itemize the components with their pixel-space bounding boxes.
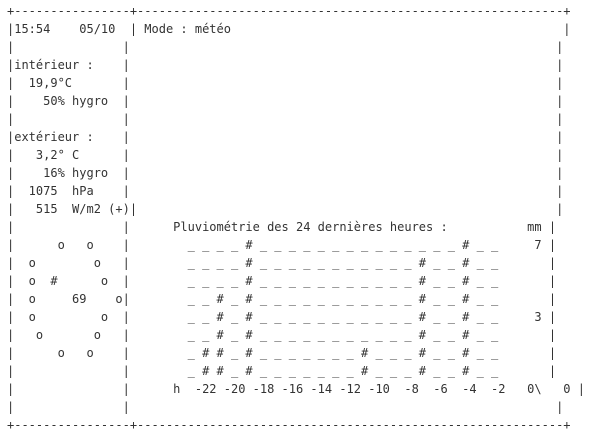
blank-line: | | | (7, 112, 564, 126)
blank-line: | | | (7, 400, 564, 414)
outdoor-humidity-line: | 16% hygro | | (7, 166, 564, 180)
rain-chart-row: | o # o | _ _ _ _ # _ _ _ _ _ _ _ _ _ _ … (7, 274, 557, 288)
irradiance-line: | 515 W/m2 (+)| | (7, 202, 564, 216)
rain-chart-row: | o o | _ _ # _ # _ _ _ _ _ _ _ _ _ _ _ … (7, 328, 557, 342)
indoor-humidity-line: | 50% hygro | | (7, 94, 564, 108)
rain-chart-row: | o o | _ _ _ _ # _ _ _ _ _ _ _ _ _ _ _ … (7, 238, 557, 252)
indoor-heading-line: |intérieur : | | (7, 58, 564, 72)
rain-chart-row: | o o | _ _ # _ # _ _ _ _ _ _ _ _ _ _ _ … (7, 310, 557, 324)
rain-chart-row: | o 69 o| _ _ # _ # _ _ _ _ _ _ _ _ _ _ … (7, 292, 557, 306)
indoor-temperature-line: | 19,9°C | | (7, 76, 564, 90)
rain-chart-row: | o o | _ _ _ _ # _ _ _ _ _ _ _ _ _ _ _ … (7, 256, 557, 270)
time-date-mode-line: |15:54 05/10 | Mode : météo | (7, 22, 571, 36)
outdoor-heading-line: |extérieur : | | (7, 130, 564, 144)
pressure-line: | 1075 hPa | | (7, 184, 564, 198)
rain-chart-axis-line: | | h -22 -20 -18 -16 -14 -12 -10 -8 -6 … (7, 382, 585, 396)
rain-chart-row: | o o | _ # # _ # _ _ _ _ _ _ _ # _ _ _ … (7, 346, 557, 360)
outdoor-temperature-line: | 3,2° C | | (7, 148, 564, 162)
blank-line: | | | (7, 40, 564, 54)
rain-chart-row: | | _ # # _ # _ _ _ _ _ _ _ # _ _ _ # _ … (7, 364, 557, 378)
rain-chart-title-line: | | Pluviométrie des 24 dernières heures… (7, 220, 557, 234)
ascii-display: +----------------+----------------------… (7, 2, 589, 434)
frame-bottom-border: +----------------+----------------------… (7, 418, 571, 432)
frame-top-border: +----------------+----------------------… (7, 4, 571, 18)
